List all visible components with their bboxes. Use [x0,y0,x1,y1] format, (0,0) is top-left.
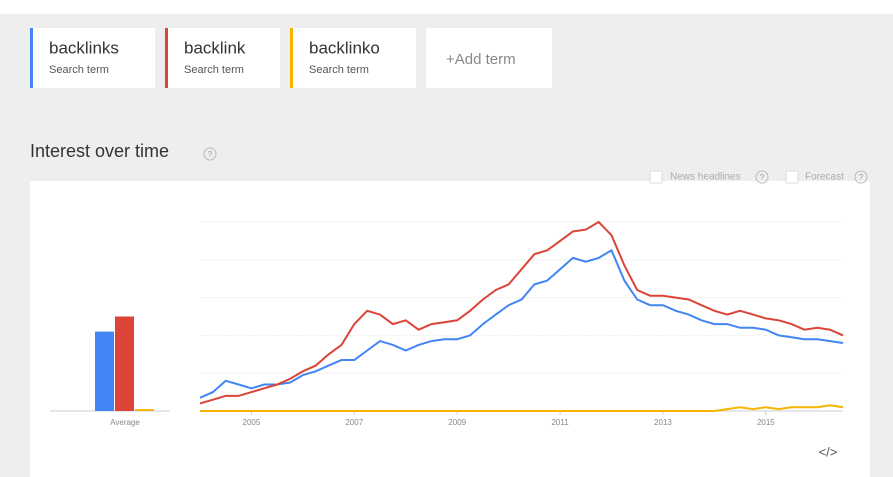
x-tick-label: 2009 [448,418,466,427]
series-line [200,404,844,412]
average-label: Average [110,418,140,427]
term-caption[interactable]: Search term [49,64,109,76]
x-tick-label: 2011 [551,418,569,427]
option-label[interactable]: Forecast [805,172,844,183]
chart-panel [30,181,870,477]
term-card[interactable] [290,28,416,88]
term-name[interactable]: backlink [184,38,246,57]
section-title: Interest over time [30,141,169,161]
checkbox[interactable] [649,170,663,184]
term-caption[interactable]: Search term [184,64,244,76]
term-card[interactable] [165,28,280,88]
checkbox[interactable] [785,170,799,184]
term-color[interactable] [165,28,168,88]
term-caption[interactable]: Search term [309,64,369,76]
x-tick-label: 2015 [757,418,775,427]
help-icon-text[interactable]: ? [760,173,765,182]
help-icon[interactable] [854,170,868,184]
add-term[interactable]: +Add term [446,51,516,68]
term-name[interactable]: backlinks [49,38,119,57]
help-icon[interactable] [203,147,217,161]
top-bar [0,0,893,14]
term-name[interactable]: backlinko [309,38,380,57]
series-line [199,220,844,405]
help-icon-text[interactable]: ? [208,150,213,159]
help-icon[interactable] [755,170,769,184]
x-tick-label: 2005 [243,418,261,427]
option-label[interactable]: News headlines [670,172,741,183]
term-color[interactable] [30,28,33,88]
average-bar [115,316,134,411]
average-bar [95,331,114,411]
add-term-card[interactable] [426,28,552,88]
x-tick-label: 2013 [654,418,672,427]
term-card[interactable] [30,28,155,88]
x-tick-label: 2007 [345,418,363,427]
term-color[interactable] [290,28,293,88]
series-line [199,248,844,399]
help-icon-text[interactable]: ? [859,173,864,182]
average-bar [135,409,154,411]
embed-icon[interactable]: </> [819,444,838,459]
